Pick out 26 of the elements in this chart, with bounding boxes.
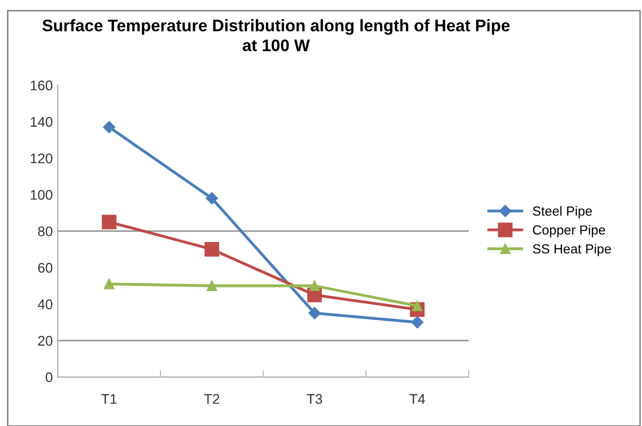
point <box>104 278 114 290</box>
y-tick-label: 80 <box>38 226 52 236</box>
y-tick-label: 20 <box>38 336 52 346</box>
y-tick-label: 40 <box>38 299 52 310</box>
chart-title: Surface Temperature Distribution along length of Heat Pipe at 100 W <box>42 19 510 52</box>
point <box>204 242 220 257</box>
x-tick-label: T1 <box>101 394 117 404</box>
y-tick-label: 140 <box>30 117 52 127</box>
point <box>103 121 116 134</box>
x-tick-label: T4 <box>410 394 425 404</box>
point <box>206 280 218 292</box>
point <box>309 280 320 292</box>
y-tick-label: 0 <box>46 372 52 382</box>
y-tick-label: 120 <box>30 153 52 164</box>
point <box>411 316 424 328</box>
legend-label: SS Heat Pipe <box>532 244 611 256</box>
x-tick-label: T2 <box>204 394 220 404</box>
point <box>206 192 218 204</box>
y-tick-label: 100 <box>30 190 52 200</box>
point <box>308 307 321 320</box>
y-tick-label: 60 <box>38 262 52 273</box>
x-tick-label: T3 <box>306 394 322 404</box>
legend-label: Copper Pipe <box>532 224 606 238</box>
legend-label: Steel Pipe <box>532 206 592 218</box>
y-tick-label: 160 <box>30 80 52 90</box>
point <box>102 214 116 230</box>
